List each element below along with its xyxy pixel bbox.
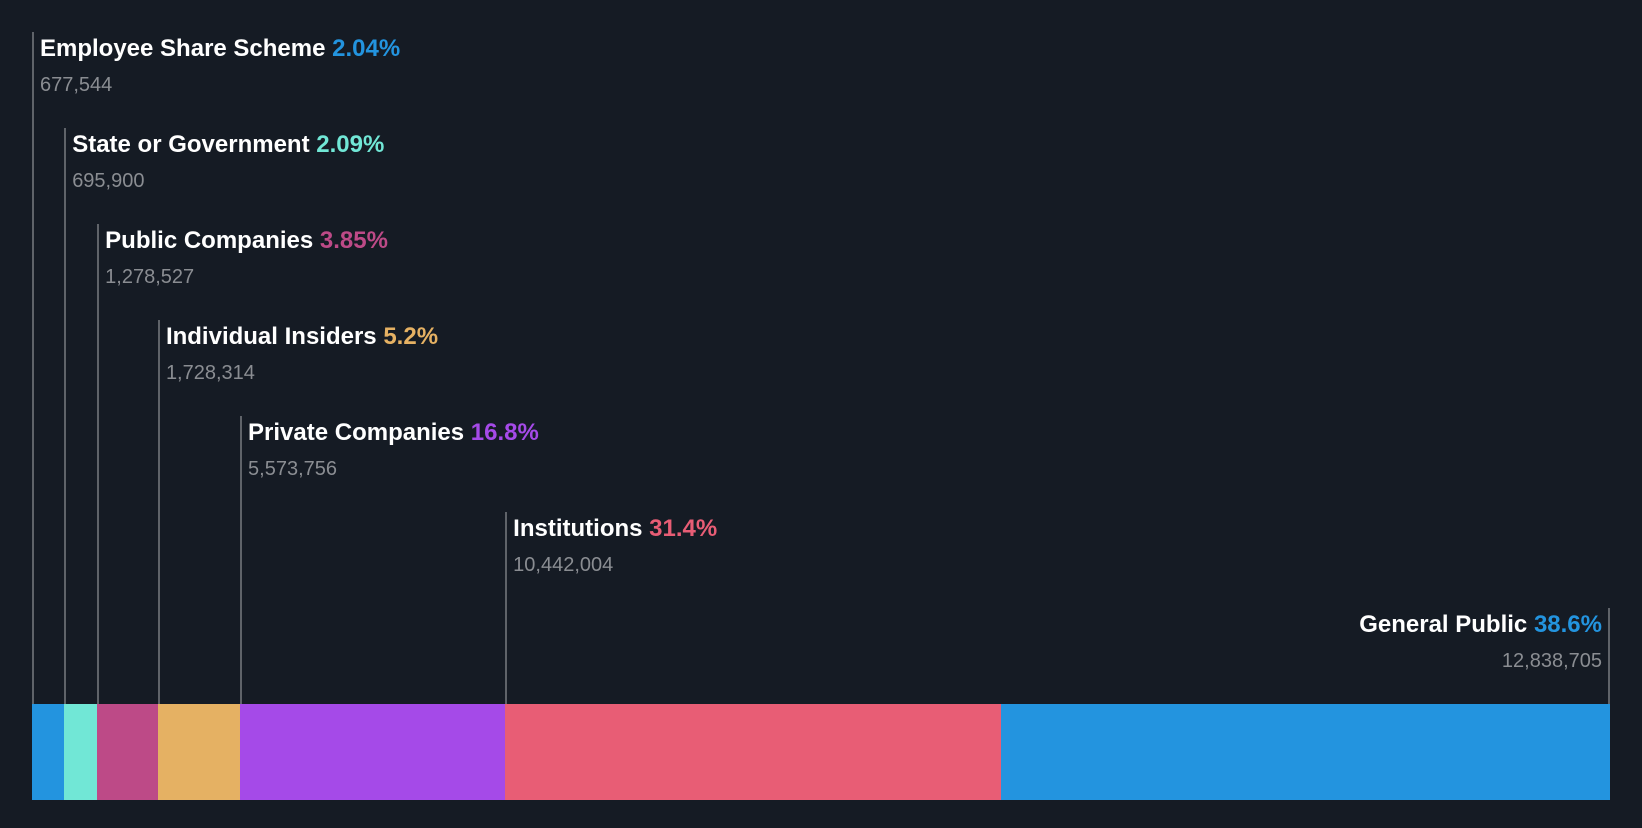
segment-name: State or Government xyxy=(72,131,317,158)
bar-segment-general-public xyxy=(1000,704,1611,800)
bar-segment-state-or-government xyxy=(64,704,98,800)
segment-title: State or Government 2.09% xyxy=(72,130,384,160)
segment-percent: 2.09% xyxy=(316,131,385,158)
segment-title: Employee Share Scheme 2.04% xyxy=(40,34,400,64)
segment-title: Institutions 31.4% xyxy=(513,514,717,544)
leader-line xyxy=(97,224,100,704)
segment-label: State or Government 2.09% 695,900 xyxy=(72,130,384,194)
bar-segment-public-companies xyxy=(97,704,159,800)
segment-title: Public Companies 3.85% xyxy=(105,226,388,256)
leader-line xyxy=(1608,608,1610,704)
segment-name: Employee Share Scheme xyxy=(40,35,333,62)
bar-segment-private-companies xyxy=(240,704,506,800)
segment-percent: 5.2% xyxy=(383,323,439,350)
segment-title: Individual Insiders 5.2% xyxy=(166,322,438,352)
segment-name: General Public xyxy=(1359,611,1534,638)
segment-title: General Public 38.6% xyxy=(1359,610,1602,640)
segment-percent: 31.4% xyxy=(649,515,718,542)
segment-percent: 16.8% xyxy=(470,419,539,446)
leader-line xyxy=(64,128,67,704)
segment-name: Institutions xyxy=(513,515,650,542)
leader-line xyxy=(157,320,160,704)
bar-segment-institutions xyxy=(505,704,1002,800)
segment-share-count: 5,573,756 xyxy=(248,458,337,480)
leader-line xyxy=(32,32,34,704)
segment-label: General Public 38.6% 12,838,705 xyxy=(1359,610,1602,674)
segment-percent: 38.6% xyxy=(1533,611,1602,638)
bar-segment-employee-share-scheme xyxy=(32,704,65,800)
segment-label: Individual Insiders 5.2% 1,728,314 xyxy=(166,322,438,386)
segment-share-count: 1,728,314 xyxy=(165,362,255,384)
segment-share-count: 695,900 xyxy=(72,170,145,192)
segment-percent: 3.85% xyxy=(319,227,388,254)
segment-name: Individual Insiders xyxy=(165,323,384,350)
segment-share-count: 677,544 xyxy=(40,74,113,96)
leader-line xyxy=(505,512,508,704)
segment-label: Institutions 31.4% 10,442,004 xyxy=(513,514,717,578)
segment-label: Private Companies 16.8% 5,573,756 xyxy=(248,418,539,482)
segment-title: Private Companies 16.8% xyxy=(248,418,539,448)
segment-name: Private Companies xyxy=(248,419,471,446)
segment-label: Employee Share Scheme 2.04% 677,544 xyxy=(40,34,400,98)
leader-line xyxy=(240,416,243,704)
segment-share-count: 12,838,705 xyxy=(1501,650,1602,672)
segment-percent: 2.04% xyxy=(332,35,401,62)
segment-share-count: 10,442,004 xyxy=(513,554,614,576)
segment-share-count: 1,278,527 xyxy=(105,266,195,288)
segment-label: Public Companies 3.85% 1,278,527 xyxy=(105,226,388,290)
bar-segment-individual-insiders xyxy=(157,704,241,800)
segment-name: Public Companies xyxy=(105,227,320,254)
